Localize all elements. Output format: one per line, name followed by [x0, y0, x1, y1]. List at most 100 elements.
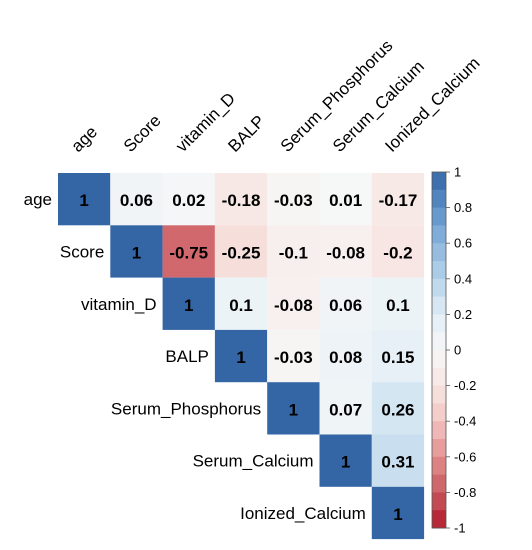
heatmap-cell-Score-Ionized_Calcium — [371, 225, 425, 278]
cell-value-label: 0.06 — [120, 191, 153, 210]
colorbar-band — [432, 456, 446, 476]
heatmap-cell-age-BALP — [214, 173, 268, 226]
cell-value-label: -0.17 — [379, 191, 418, 210]
column-label-BALP: BALP — [224, 112, 268, 156]
row-label-vitamin_D: vitamin_D — [81, 295, 157, 314]
heatmap-cell-age-vitamin_D — [162, 173, 215, 226]
row-label-Serum_Phosphorus: Serum_Phosphorus — [111, 399, 261, 418]
colorbar-tick-label: -0.6 — [454, 449, 476, 464]
colorbar-tick-label: -1 — [454, 521, 466, 536]
column-label-Ionized_Calcium: Ionized_Calcium — [381, 54, 483, 156]
heatmap-cell-Serum_Calcium-Serum_Calcium — [319, 434, 372, 487]
cell-value-label: 0.02 — [172, 191, 205, 210]
colorbar-band — [432, 385, 446, 404]
column-label-age: age — [68, 122, 101, 155]
column-label-Score: Score — [120, 111, 165, 156]
heatmap-cell-vitamin_D-Ionized_Calcium — [371, 277, 425, 330]
cell-value-label: 0.26 — [381, 400, 414, 419]
heatmap-cell-vitamin_D-vitamin_D — [162, 277, 215, 330]
cell-value-label: 0.1 — [386, 296, 410, 315]
heatmap-cell-vitamin_D-BALP — [214, 277, 268, 330]
cell-value-label: 0.31 — [381, 453, 414, 472]
cell-value-label: -0.25 — [222, 243, 261, 262]
cell-value-label: -0.08 — [274, 296, 313, 315]
cell-value-label: 1 — [184, 296, 193, 315]
colorbar-band — [432, 296, 446, 315]
colorbar-band — [432, 243, 446, 262]
colorbar-tick-label: -0.8 — [454, 485, 476, 500]
colorbar-tick-label: 1 — [454, 165, 461, 180]
cell-value-label: -0.03 — [274, 191, 313, 210]
row-label-Serum_Calcium: Serum_Calcium — [193, 452, 314, 471]
colorbar-band — [432, 421, 446, 440]
heatmap-cell-Score-Score — [110, 225, 163, 278]
colorbar-tick-label: 0.4 — [454, 271, 472, 286]
column-label-Serum_Calcium: Serum_Calcium — [329, 57, 428, 156]
cell-value-label: 0.01 — [329, 191, 362, 210]
cell-value-label: -0.08 — [326, 243, 365, 262]
cell-value-label: 0.1 — [229, 296, 253, 315]
cell-value-label: 1 — [132, 243, 141, 262]
heatmap-cell-Serum_Calcium-Ionized_Calcium — [371, 434, 425, 487]
colorbar-band — [432, 207, 446, 226]
colorbar-band — [432, 492, 446, 511]
heatmap-cell-age-Serum_Phosphorus — [267, 173, 320, 226]
heatmap-cell-age-Serum_Calcium — [319, 173, 372, 226]
colorbar-tick-label: 0.8 — [454, 200, 472, 215]
heatmap-cell-BALP-BALP — [214, 329, 268, 383]
cell-value-label: 0.06 — [329, 296, 362, 315]
colorbar-band — [432, 172, 446, 191]
heatmap-cell-Score-Serum_Calcium — [319, 225, 372, 278]
heatmap-cell-Serum_Phosphorus-Ionized_Calcium — [371, 382, 425, 435]
colorbar-tick-label: 0 — [454, 343, 461, 358]
heatmap-cell-BALP-Serum_Calcium — [319, 329, 372, 383]
heatmap-cell-BALP-Ionized_Calcium — [371, 329, 425, 383]
cell-value-label: 1 — [393, 505, 402, 524]
row-label-age: age — [24, 190, 52, 209]
heatmap-cell-vitamin_D-Serum_Calcium — [319, 277, 372, 330]
colorbar-band — [432, 332, 446, 351]
heatmap-cell-age-Score — [110, 173, 163, 226]
heatmap-cell-Score-BALP — [214, 225, 268, 278]
cell-value-label: 0.07 — [329, 400, 362, 419]
cell-value-label: 1 — [79, 191, 88, 210]
colorbar-band — [432, 225, 446, 244]
heatmap-cell-age-Ionized_Calcium — [371, 173, 425, 226]
colorbar-band — [432, 510, 446, 529]
colorbar-band — [432, 403, 446, 422]
cell-value-label: 1 — [236, 348, 245, 367]
cell-value-label: 1 — [341, 453, 350, 472]
cell-value-label: -0.75 — [169, 243, 208, 262]
colorbar-band — [432, 189, 446, 209]
heatmap-cell-Serum_Phosphorus-Serum_Calcium — [319, 382, 372, 435]
cell-value-label: -0.1 — [279, 243, 308, 262]
cell-value-label: -0.18 — [222, 191, 261, 210]
heatmap-cell-Score-Serum_Phosphorus — [267, 225, 320, 278]
cell-value-label: 1 — [289, 400, 298, 419]
colorbar-band — [432, 474, 446, 493]
heatmap-cell-Serum_Phosphorus-Serum_Phosphorus — [267, 382, 320, 435]
colorbar-band — [432, 261, 446, 280]
cell-value-label: 0.15 — [381, 348, 414, 367]
cell-value-label: 0.08 — [329, 348, 362, 367]
cell-value-label: -0.03 — [274, 348, 313, 367]
colorbar-tick-label: -0.2 — [454, 378, 476, 393]
row-label-Score: Score — [60, 242, 104, 261]
heatmap-cell-age-age — [58, 173, 111, 226]
colorbar-band — [432, 350, 446, 369]
heatmap-cell-Ionized_Calcium-Ionized_Calcium — [371, 486, 425, 540]
colorbar-tick-label: 0.2 — [454, 307, 472, 322]
colorbar-tick-label: 0.6 — [454, 236, 472, 251]
heatmap-cell-Score-vitamin_D — [162, 225, 215, 278]
colorbar-band — [432, 439, 446, 458]
colorbar-band — [432, 314, 446, 333]
heatmap-cell-BALP-Serum_Phosphorus — [267, 329, 320, 383]
colorbar-tick-label: -0.4 — [454, 414, 476, 429]
cell-value-label: -0.2 — [383, 243, 412, 262]
heatmap-cell-vitamin_D-Serum_Phosphorus — [267, 277, 320, 330]
row-label-BALP: BALP — [165, 347, 208, 366]
colorbar-band — [432, 278, 446, 298]
row-label-Ionized_Calcium: Ionized_Calcium — [240, 504, 366, 523]
colorbar-band — [432, 367, 446, 387]
